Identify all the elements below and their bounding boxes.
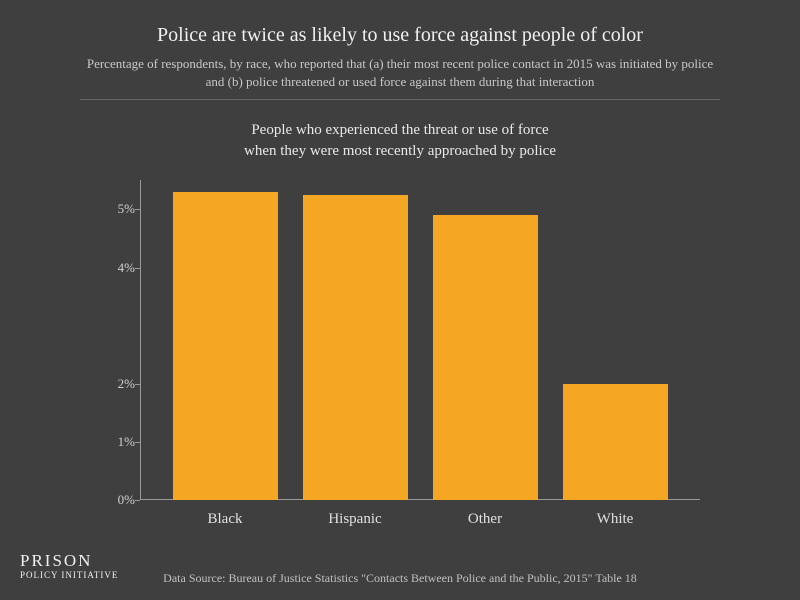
chart-title-line-1: People who experienced the threat or use… — [80, 120, 720, 141]
subtitle: Percentage of respondents, by race, who … — [80, 55, 720, 100]
x-label: Other — [433, 511, 538, 528]
y-tick-mark — [135, 209, 140, 210]
y-tick-mark — [135, 500, 140, 501]
bar-white — [563, 384, 668, 500]
bar-black — [173, 192, 278, 500]
y-tick-label: 4% — [90, 260, 135, 276]
chart-title: People who experienced the threat or use… — [80, 120, 720, 162]
bars-group — [140, 180, 700, 500]
plot-region: 0%1%2%4%5% BlackHispanicOtherWhite — [140, 180, 700, 500]
logo-main: PRISON — [20, 552, 118, 569]
chart-area: People who experienced the threat or use… — [80, 120, 720, 540]
chart-title-line-2: when they were most recently approached … — [80, 141, 720, 162]
y-tick-label: 2% — [90, 376, 135, 392]
y-axis: 0%1%2%4%5% — [90, 180, 135, 500]
y-tick-mark — [135, 268, 140, 269]
bar-other — [433, 215, 538, 500]
data-source: Data Source: Bureau of Justice Statistic… — [0, 571, 800, 586]
y-tick-mark — [135, 442, 140, 443]
y-tick-label: 1% — [90, 434, 135, 450]
main-title: Police are twice as likely to use force … — [40, 24, 760, 47]
y-tick-label: 5% — [90, 201, 135, 217]
x-label: Black — [173, 511, 278, 528]
y-tick-mark — [135, 384, 140, 385]
x-label: Hispanic — [303, 511, 408, 528]
bar-hispanic — [303, 195, 408, 500]
x-label: White — [563, 511, 668, 528]
x-labels-group: Black Hispanic Other White — [140, 511, 700, 528]
chart-container: Police are twice as likely to use force … — [0, 0, 800, 600]
y-tick-label: 0% — [90, 492, 135, 508]
